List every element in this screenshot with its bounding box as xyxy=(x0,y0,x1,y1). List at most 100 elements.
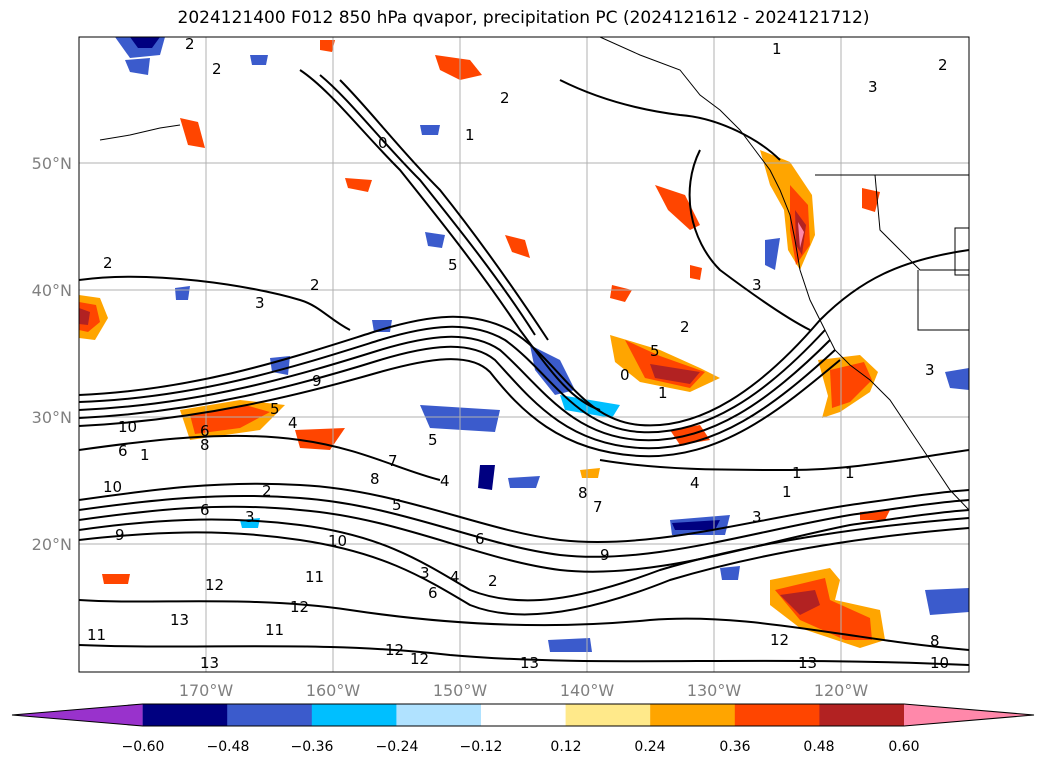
colorbar-tick-label: 0.24 xyxy=(634,739,665,755)
colorbar-tick-label: −0.36 xyxy=(291,739,334,755)
lat-label-30n: 30°N xyxy=(32,408,72,427)
contour-label: 7 xyxy=(593,498,603,516)
contour-label: 12 xyxy=(385,641,404,659)
map-frame xyxy=(78,36,970,673)
map-area xyxy=(79,37,969,672)
colorbar xyxy=(11,703,1035,727)
contour-label: 10 xyxy=(103,478,122,496)
contour-label: 8 xyxy=(578,484,588,502)
contour-label: 9 xyxy=(600,546,610,564)
contour-label: 3 xyxy=(868,78,878,96)
contour-label: 8 xyxy=(200,436,210,454)
contour-label: 5 xyxy=(428,431,438,449)
lat-label-50n: 50°N xyxy=(32,154,72,173)
contour-label: 4 xyxy=(690,474,700,492)
contour-label: 11 xyxy=(305,568,324,586)
lon-label-160w: 160°W xyxy=(306,681,361,700)
contour-label: 1 xyxy=(845,464,855,482)
contour-label: 2 xyxy=(185,35,195,53)
contour-label: 1 xyxy=(782,483,792,501)
graticule xyxy=(79,37,969,672)
map-title: 2024121400 F012 850 hPa qvapor, precipit… xyxy=(177,8,870,28)
colorbar-tick-label: −0.12 xyxy=(460,739,503,755)
contour-label: 5 xyxy=(270,400,280,418)
colorbar-outline xyxy=(11,703,1035,727)
contour-label: 3 xyxy=(245,508,255,526)
contour-label: 4 xyxy=(440,472,450,490)
contour-label: 0 xyxy=(620,366,630,384)
contour-labels: 2 2 1 2 3 1 2 0 5 2 3 2 0 3 5 2 3 9 6 5 … xyxy=(87,35,949,672)
colorbar-tick-label: 0.48 xyxy=(803,739,834,755)
contour-label: 3 xyxy=(752,276,762,294)
qvapor-contours xyxy=(79,69,969,666)
contour-label: 6 xyxy=(118,442,128,460)
longitude-labels: 170°W 160°W 150°W 140°W 130°W 120°W xyxy=(179,681,869,700)
contour-label: 9 xyxy=(312,372,322,390)
lat-label-40n: 40°N xyxy=(32,281,72,300)
contour-label: 5 xyxy=(448,256,458,274)
contour-label: 2 xyxy=(680,318,690,336)
colorbar-tick-label: −0.24 xyxy=(376,739,419,755)
contour-label: 3 xyxy=(925,361,935,379)
contour-label: 4 xyxy=(288,414,298,432)
contour-label: 5 xyxy=(392,496,402,514)
contour-label: 1 xyxy=(792,464,802,482)
colorbar-segment xyxy=(481,704,567,726)
contour-label: 6 xyxy=(200,422,210,440)
contour-label: 11 xyxy=(265,621,284,639)
contour-label: 12 xyxy=(205,576,224,594)
contour-label: 2 xyxy=(262,482,272,500)
contour-label: 2 xyxy=(500,89,510,107)
colorbar-tick-label: 0.12 xyxy=(550,739,581,755)
contour-label: 8 xyxy=(930,632,940,650)
contour-label: 3 xyxy=(420,564,430,582)
contour-label: 1 xyxy=(465,126,475,144)
lon-label-130w: 130°W xyxy=(687,681,742,700)
latitude-labels: 50°N 40°N 30°N 20°N xyxy=(32,154,72,554)
colorbar-segment xyxy=(819,704,905,726)
contour-label: 5 xyxy=(650,342,660,360)
contour-label: 1 xyxy=(658,384,668,402)
contour-label: 9 xyxy=(115,526,125,544)
contour-label: 10 xyxy=(930,654,949,672)
colorbar-segment xyxy=(227,704,313,726)
contour-label: 7 xyxy=(388,452,398,470)
contour-label: 0 xyxy=(378,134,388,152)
contour-label: 3 xyxy=(752,508,762,526)
contour-label: 6 xyxy=(200,501,210,519)
lon-label-150w: 150°W xyxy=(433,681,488,700)
colorbar-extend-low xyxy=(12,704,143,726)
coastlines xyxy=(99,37,969,511)
contour-label: 2 xyxy=(938,56,948,74)
contour-label: 11 xyxy=(87,626,106,644)
contour-label: 12 xyxy=(290,598,309,616)
colorbar-extend-high xyxy=(904,704,1034,726)
colorbar-tick-label: 0.36 xyxy=(719,739,750,755)
contour-label: 1 xyxy=(772,40,782,58)
lon-label-140w: 140°W xyxy=(560,681,615,700)
precip-positive-shading xyxy=(79,40,890,648)
colorbar-segment xyxy=(311,704,397,726)
colorbar-segment xyxy=(565,704,651,726)
contour-label: 2 xyxy=(212,60,222,78)
contour-label: 13 xyxy=(200,654,219,672)
colorbar-segment xyxy=(396,704,482,726)
contour-label: 13 xyxy=(520,654,539,672)
contour-label: 12 xyxy=(410,650,429,668)
lon-label-170w: 170°W xyxy=(179,681,234,700)
colorbar-tick-label: 0.60 xyxy=(888,739,919,755)
contour-label: 10 xyxy=(118,418,137,436)
contour-label: 13 xyxy=(798,654,817,672)
contour-label: 2 xyxy=(103,254,113,272)
lat-label-20n: 20°N xyxy=(32,535,72,554)
contour-label: 8 xyxy=(370,470,380,488)
contour-label: 10 xyxy=(328,532,347,550)
contour-label: 3 xyxy=(255,294,265,312)
contour-label: 2 xyxy=(488,572,498,590)
colorbar-tick-labels: −0.60 −0.48 −0.36 −0.24 −0.12 0.12 0.24 … xyxy=(122,739,920,755)
contour-label: 6 xyxy=(475,530,485,548)
contour-label: 2 xyxy=(310,276,320,294)
contour-label: 6 xyxy=(428,584,438,602)
contour-label: 12 xyxy=(770,631,789,649)
